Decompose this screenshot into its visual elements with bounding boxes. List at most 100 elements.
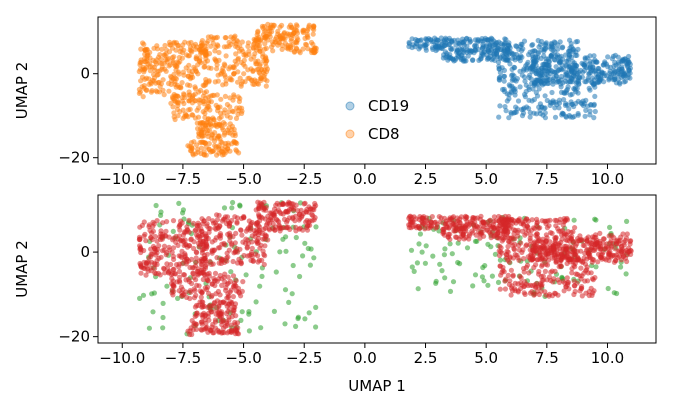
scatter-point (517, 273, 523, 279)
scatter-point (173, 47, 179, 53)
scatter-point (261, 251, 267, 258)
scatter-point (305, 26, 311, 32)
scatter-point (254, 38, 260, 44)
scatter-point (227, 104, 233, 110)
scatter-point (238, 215, 245, 222)
scatter-point (192, 86, 199, 92)
scatter-point (499, 65, 505, 71)
scatter-point (570, 59, 576, 65)
scatter-point (263, 204, 269, 211)
scatter-point (488, 47, 494, 53)
scatter-point (136, 234, 143, 240)
scatter-point (528, 76, 534, 82)
scatter-point (614, 72, 621, 78)
scatter-point (220, 299, 227, 305)
scatter-point (225, 274, 231, 280)
scatter-point (608, 244, 614, 250)
scatter-point (506, 239, 512, 245)
scatter-point (620, 71, 626, 77)
scatter-point (444, 223, 450, 229)
scatter-point (302, 35, 308, 42)
scatter-point (558, 53, 564, 59)
scatter-point (256, 205, 262, 212)
scatter-point (236, 256, 242, 262)
scatter-point (613, 252, 619, 258)
scatter-point (598, 246, 604, 252)
scatter-point (217, 272, 223, 279)
scatter-point (430, 253, 436, 259)
scatter-point (143, 272, 149, 278)
scatter-point (519, 282, 525, 288)
scatter-point (490, 224, 496, 230)
scatter-point (554, 217, 560, 224)
scatter-point (510, 85, 516, 91)
scatter-point (478, 38, 484, 44)
scatter-point (624, 252, 630, 258)
scatter-point (168, 100, 174, 106)
scatter-point (226, 109, 232, 115)
y-tick-label: 0 (80, 243, 90, 261)
scatter-point (300, 46, 306, 52)
x-axis-top: −10.0 −7.5 −5.0 −2.5 0.0 2.5 5.0 7.5 10.0 (99, 164, 624, 188)
scatter-point (529, 98, 535, 104)
scatter-point (288, 38, 294, 44)
scatter-point (531, 110, 537, 116)
legend-label: CD8 (368, 125, 400, 143)
scatter-point (279, 42, 285, 49)
scatter-point (487, 37, 493, 43)
scatter-point (455, 240, 461, 246)
scatter-point (543, 252, 549, 258)
scatter-point (302, 240, 308, 246)
scatter-point (622, 56, 628, 62)
scatter-point (158, 212, 164, 218)
scatter-point (293, 234, 299, 241)
scatter-point (199, 321, 205, 327)
scatter-point (598, 75, 604, 81)
scatter-point (521, 265, 527, 272)
scatter-point (253, 299, 259, 305)
scatter-point (539, 283, 545, 289)
scatter-point (613, 241, 619, 247)
scatter-point (237, 202, 243, 208)
scatter-point (176, 268, 183, 275)
scatter-point (566, 67, 572, 73)
scatter-point (552, 57, 558, 63)
scatter-point (226, 328, 232, 335)
scatter-point (279, 46, 285, 53)
scatter-point (196, 105, 202, 111)
scatter-point (432, 43, 438, 49)
scatter-point (479, 274, 485, 280)
scatter-point (533, 244, 539, 250)
scatter-point (575, 256, 582, 262)
scatter-point (587, 61, 593, 67)
scatter-point (285, 224, 291, 230)
scatter-point (194, 120, 200, 126)
scatter-point (533, 89, 539, 96)
scatter-point (543, 56, 549, 62)
scatter-point (464, 245, 471, 251)
scatter-point (433, 219, 439, 225)
plot-frame-top (97, 16, 657, 165)
scatter-point (170, 60, 176, 66)
scatter-point (288, 201, 295, 207)
scatter-point (293, 228, 299, 234)
scatter-point (583, 107, 589, 113)
plot-frame-bottom (97, 194, 657, 344)
scatter-point (175, 295, 181, 301)
x-axis-bottom: −10.0 −7.5 −5.0 −2.5 0.0 2.5 5.0 7.5 10.0 (99, 343, 624, 367)
scatter-point (208, 261, 214, 267)
scatter-point (206, 229, 212, 235)
scatter-point (227, 130, 233, 136)
scatter-point (519, 228, 526, 234)
scatter-point (262, 35, 269, 41)
scatter-point (154, 261, 160, 268)
scatter-point (424, 37, 430, 44)
scatter-point (229, 205, 235, 211)
scatter-point (573, 271, 579, 277)
scatter-point (441, 232, 448, 238)
scatter-point (521, 222, 527, 228)
scatter-point (306, 310, 312, 316)
scatter-point (233, 51, 239, 57)
scatter-point (449, 39, 455, 45)
scatter-point (196, 227, 202, 233)
